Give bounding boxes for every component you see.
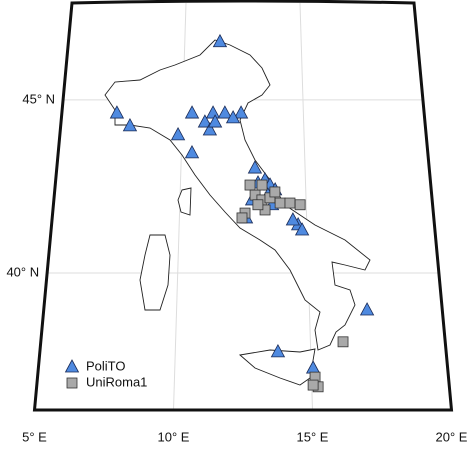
triangle-marker <box>184 145 200 159</box>
triangle-marker <box>270 344 286 358</box>
markers <box>109 33 375 393</box>
x-tick-label: 5° E <box>22 429 47 444</box>
triangle-marker <box>285 212 301 226</box>
legend-label: UniRoma1 <box>86 374 147 389</box>
triangle-marker <box>202 122 218 136</box>
square-marker <box>269 186 281 198</box>
square-marker <box>244 179 256 191</box>
meridian <box>299 2 313 411</box>
square-marker <box>337 336 349 348</box>
square-marker <box>256 179 268 191</box>
triangle-marker <box>207 114 223 128</box>
square-marker <box>66 377 78 389</box>
triangle-marker <box>64 359 80 373</box>
x-tick-label: 10° E <box>158 429 190 444</box>
triangle-marker <box>217 105 233 119</box>
triangle-marker <box>225 110 241 124</box>
square-marker <box>307 379 319 391</box>
triangle-marker <box>233 105 249 119</box>
legend-label: PoliTO <box>86 358 126 373</box>
triangle-marker <box>122 118 138 132</box>
coastline <box>104 39 371 386</box>
square-marker <box>294 199 306 211</box>
triangle-marker <box>184 105 200 119</box>
triangle-marker <box>170 127 186 141</box>
triangle-marker <box>247 160 263 174</box>
y-tick-label: 45° N <box>22 91 55 106</box>
y-tick-label: 40° N <box>6 264 39 279</box>
square-marker <box>236 212 248 224</box>
italy-mainland <box>104 39 371 351</box>
triangle-marker <box>109 105 125 119</box>
map-frame <box>32 0 454 412</box>
x-tick-label: 15° E <box>297 429 329 444</box>
triangle-marker <box>359 302 375 316</box>
x-tick-label: 20° E <box>436 429 468 444</box>
sardinia <box>139 234 171 311</box>
square-marker <box>284 197 296 209</box>
triangle-marker <box>212 33 228 48</box>
triangle-marker <box>197 114 213 128</box>
square-marker <box>274 197 286 209</box>
square-marker <box>252 199 264 211</box>
triangle-marker <box>294 222 310 236</box>
corsica <box>177 187 192 216</box>
